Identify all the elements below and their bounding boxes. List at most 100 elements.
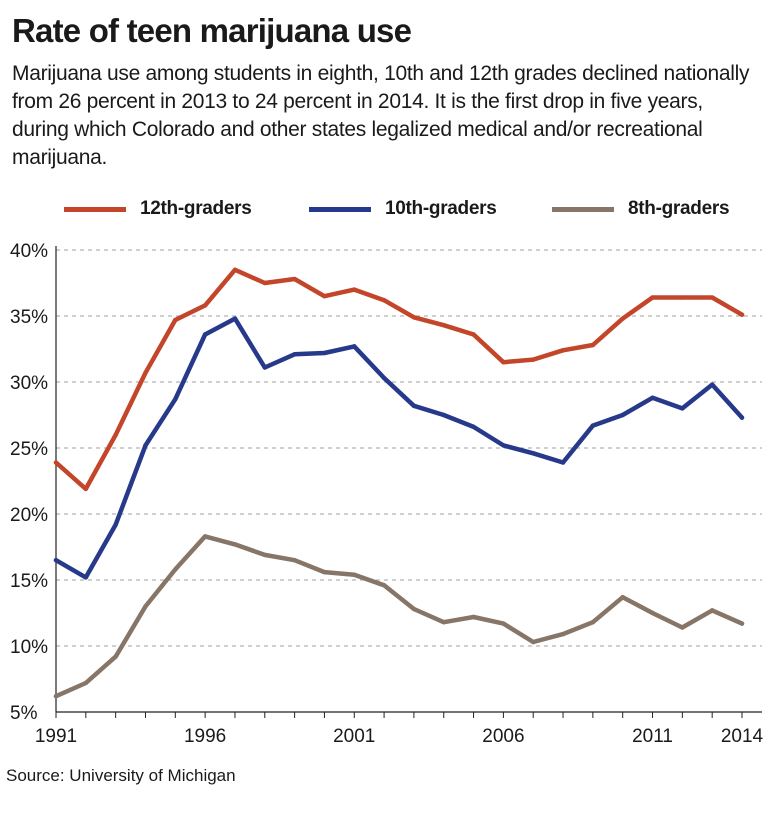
data-point-10th-graders-2007 [531, 451, 536, 456]
data-point-12th-graders-1995 [173, 317, 178, 323]
x-tick-label-1991: 1991 [35, 726, 77, 747]
series-line-10th-graders [53, 316, 745, 580]
data-point-8th-graders-1998 [262, 552, 267, 558]
y-tick-label-35: 35% [10, 307, 48, 328]
data-point-8th-graders-2006 [501, 621, 506, 626]
data-point-8th-graders-2012 [680, 625, 685, 630]
legend-label-10th: 10th-graders [385, 198, 497, 219]
y-tick-label-20: 20% [10, 505, 48, 526]
data-point-8th-graders-2008 [560, 631, 566, 637]
data-point-8th-graders-2011 [650, 610, 655, 616]
data-point-10th-graders-2002 [381, 375, 387, 381]
data-point-8th-graders-2002 [381, 583, 387, 588]
y-tick-label-40: 40% [10, 241, 48, 262]
data-point-10th-graders-2012 [680, 406, 685, 411]
data-point-8th-graders-2014 [739, 621, 745, 626]
data-point-12th-graders-2012 [680, 295, 685, 300]
y-tick-label-5: 5% [10, 703, 38, 724]
data-point-10th-graders-2013 [709, 382, 715, 387]
data-point-8th-graders-2009 [590, 620, 596, 625]
data-point-12th-graders-2004 [441, 323, 446, 328]
data-point-8th-graders-1991 [53, 693, 59, 699]
data-point-12th-graders-1998 [262, 280, 267, 286]
data-point-12th-graders-2009 [590, 342, 596, 348]
y-tick-label-25: 25% [10, 439, 48, 460]
data-point-8th-graders-1993 [113, 654, 118, 659]
data-point-10th-graders-1999 [292, 352, 297, 357]
series-line-8th-graders [53, 534, 745, 699]
data-point-10th-graders-1997 [232, 316, 238, 321]
series-line-12th-graders [53, 267, 745, 492]
data-point-10th-graders-1998 [262, 365, 267, 370]
data-point-10th-graders-2011 [650, 395, 655, 401]
data-point-10th-graders-2014 [739, 415, 745, 420]
data-point-12th-graders-2002 [381, 297, 387, 303]
data-point-10th-graders-1994 [143, 443, 148, 448]
data-point-12th-graders-2005 [471, 332, 476, 337]
data-point-12th-graders-2014 [739, 312, 745, 317]
data-point-12th-graders-2011 [650, 295, 655, 300]
legend-swatch-10th [309, 206, 371, 212]
data-point-8th-graders-1995 [173, 567, 178, 572]
data-point-12th-graders-2006 [501, 360, 506, 365]
data-point-12th-graders-1992 [83, 486, 89, 492]
y-tick-label-10: 10% [10, 637, 48, 658]
x-tick-label-2001: 2001 [333, 726, 375, 747]
chart-title: Rate of teen marijuana use [12, 12, 412, 49]
legend-item-12th: 12th-graders [64, 193, 252, 225]
data-point-10th-graders-1993 [113, 522, 118, 527]
data-point-12th-graders-2013 [709, 295, 715, 300]
legend-swatch-8th [552, 206, 614, 212]
data-point-12th-graders-2010 [620, 316, 625, 321]
data-point-10th-graders-1991 [53, 558, 59, 563]
x-tick-label-1996: 1996 [184, 726, 226, 747]
legend-item-10th: 10th-graders [309, 193, 497, 225]
data-point-12th-graders-2001 [352, 287, 357, 292]
data-point-10th-graders-2001 [352, 344, 357, 349]
data-point-8th-graders-1997 [232, 542, 238, 547]
legend-item-8th: 8th-graders [552, 193, 730, 225]
x-tick-label-2011: 2011 [632, 726, 673, 747]
data-point-10th-graders-1996 [202, 332, 208, 337]
data-point-12th-graders-2007 [531, 357, 536, 362]
y-tick-label-15: 15% [10, 571, 48, 592]
data-point-8th-graders-2013 [709, 608, 715, 613]
data-point-8th-graders-2003 [411, 606, 417, 612]
x-tick-label-2006: 2006 [482, 726, 524, 747]
data-point-10th-graders-2010 [620, 412, 625, 418]
legend-label-8th: 8th-graders [628, 198, 730, 219]
data-point-8th-graders-1996 [202, 534, 208, 539]
data-point-12th-graders-1993 [113, 432, 118, 437]
x-tick-label-2014: 2014 [721, 726, 764, 747]
data-point-8th-graders-1992 [83, 680, 89, 686]
data-point-12th-graders-1999 [292, 276, 297, 282]
data-point-10th-graders-2006 [501, 443, 506, 448]
data-point-10th-graders-2003 [411, 403, 417, 408]
data-point-12th-graders-2008 [560, 348, 566, 353]
data-point-8th-graders-2005 [471, 614, 476, 620]
legend-swatch-12th [64, 206, 126, 212]
data-point-10th-graders-2000 [322, 350, 327, 356]
data-point-8th-graders-2007 [531, 639, 536, 645]
data-point-10th-graders-2009 [590, 423, 596, 428]
data-point-12th-graders-1997 [232, 267, 238, 272]
data-point-12th-graders-1991 [53, 460, 59, 465]
data-point-12th-graders-2003 [411, 315, 417, 320]
chart-subtitle: Marijuana use among students in eighth, … [12, 62, 750, 169]
data-point-12th-graders-2000 [322, 294, 327, 299]
data-point-8th-graders-1994 [143, 604, 148, 609]
data-point-10th-graders-2004 [441, 412, 446, 418]
data-point-10th-graders-1992 [83, 575, 89, 580]
data-point-8th-graders-2010 [620, 594, 625, 600]
data-point-10th-graders-1995 [173, 396, 178, 402]
data-point-8th-graders-2000 [322, 569, 327, 575]
data-point-12th-graders-1996 [202, 303, 208, 308]
data-point-8th-graders-2001 [352, 572, 357, 577]
data-point-8th-graders-2004 [441, 620, 446, 625]
data-point-10th-graders-2005 [471, 424, 476, 430]
data-point-10th-graders-2008 [560, 460, 566, 465]
y-tick-label-30: 30% [10, 373, 48, 394]
data-point-8th-graders-1999 [292, 558, 297, 563]
source-note: Source: University of Michigan [6, 766, 236, 785]
